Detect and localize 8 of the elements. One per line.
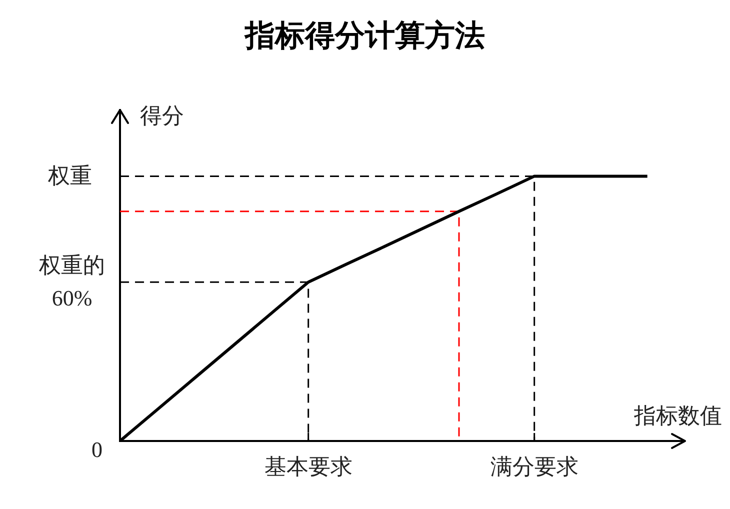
text: 0 xyxy=(92,436,102,462)
x-tick-label: 满分要求 xyxy=(490,454,578,479)
x-tick-label: 基本要求 xyxy=(264,454,352,479)
text: 权重 xyxy=(47,162,92,188)
y-axis-title: 得分 xyxy=(140,102,184,128)
chart-title: 指标得分计算方法 xyxy=(244,18,485,52)
text: 权重的60% xyxy=(38,252,105,310)
x-axis-title: 指标数值 xyxy=(633,402,722,428)
